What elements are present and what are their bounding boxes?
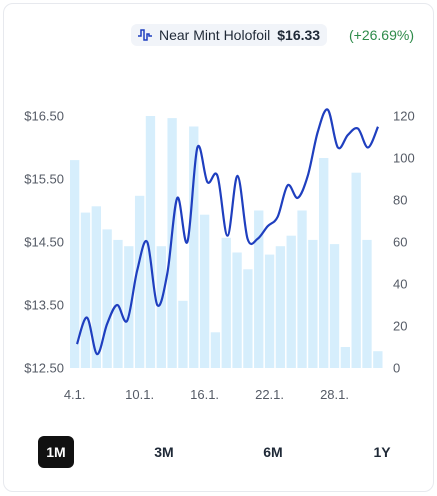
volume-bar [319,158,329,368]
right-axis-tick-label: 120 [393,109,415,124]
right-axis-tick-label: 0 [393,361,400,376]
right-axis-tick-label: 100 [393,151,415,166]
price-change-percent: (+26.69%) [349,27,414,43]
volume-bar [102,229,112,368]
volume-bar [199,214,210,368]
x-axis-tick-label: 28.1. [320,387,349,402]
volume-bar [124,246,134,368]
volume-bar [221,237,231,368]
range-button-1y[interactable]: 1Y [373,444,391,460]
volume-bar [232,252,242,368]
left-axis-tick-label: $14.50 [24,235,64,250]
right-axis-tick-label: 60 [393,235,407,250]
volume-bar [243,269,253,368]
current-price: $16.33 [277,27,321,43]
left-axis-tick-label: $15.50 [24,172,64,187]
x-axis-tick-label: 10.1. [125,387,154,402]
series-legend[interactable]: Near Mint Holofoil $16.33 [131,24,328,46]
left-axis-tick-label: $16.50 [24,109,64,124]
volume-bar [91,206,101,368]
volume-bar [308,239,318,368]
volume-bar [275,246,286,368]
series-label: Near Mint Holofoil [159,27,271,43]
x-axis-tick-label: 22.1. [255,387,284,402]
volume-bar [286,235,296,368]
volume-bar [189,126,199,368]
right-axis-tick-label: 20 [393,319,407,334]
left-axis-tick-label: $13.50 [24,298,64,313]
volume-bars [70,116,383,368]
price-chart: $16.50 $15.50 $14.50 $13.50 $12.50 120 100 80 6… [24,108,415,402]
x-axis-tick-label: 16.1. [190,387,219,402]
volume-bar [297,210,307,368]
x-axis-tick-label: 4.1. [64,387,86,402]
right-volume-axis: 120 100 80 60 40 20 0 [393,109,415,376]
volume-bar [145,116,156,368]
time-range-selector: 1M 3M 6M 1Y [38,436,398,470]
price-line-layer [75,108,380,356]
volume-bar [362,239,372,368]
right-axis-tick-label: 80 [393,193,407,208]
left-price-axis: $16.50 $15.50 $14.50 $13.50 $12.50 [24,109,64,376]
left-axis-tick-label: $12.50 [24,361,64,376]
volume-bar [351,172,361,368]
volume-bar [70,160,80,368]
volume-bar [373,351,383,368]
volume-bar [254,210,264,368]
range-button-3m[interactable]: 3M [154,444,174,460]
range-button-1m[interactable]: 1M [38,436,74,468]
volume-bar [329,244,340,368]
pulse-line-icon [137,28,153,42]
volume-bar [340,347,351,368]
volume-bar [210,332,221,368]
right-axis-tick-label: 40 [393,277,407,292]
volume-bar [156,246,166,368]
volume-bar [113,239,123,368]
volume-bar [80,212,91,368]
volume-bar [178,300,188,368]
price-line [75,108,380,356]
volume-bar [134,195,145,368]
date-axis: 4.1. 10.1. 16.1. 22.1. 28.1. [64,387,349,402]
range-button-6m[interactable]: 6M [263,444,283,460]
volume-bar [264,254,275,368]
